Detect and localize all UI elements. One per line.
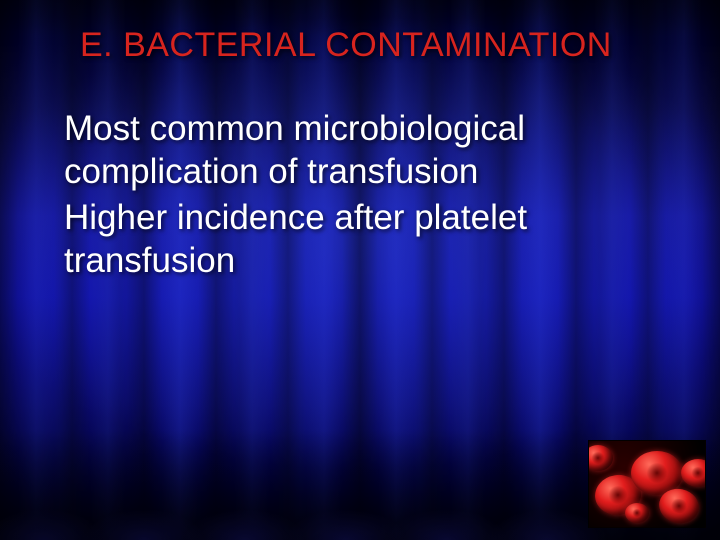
blood-cell [588,445,613,471]
slide-body: Most common microbiological complication… [64,108,670,287]
blood-cells-image [588,440,706,528]
blood-cell [625,503,649,523]
blood-cell [681,459,706,487]
body-line-1: Most common microbiological complication… [64,108,670,193]
slide: E. BACTERIAL CONTAMINATION Most common m… [0,0,720,540]
slide-title: E. BACTERIAL CONTAMINATION [80,26,680,65]
body-line-2: Higher incidence after platelet transfus… [64,197,670,282]
